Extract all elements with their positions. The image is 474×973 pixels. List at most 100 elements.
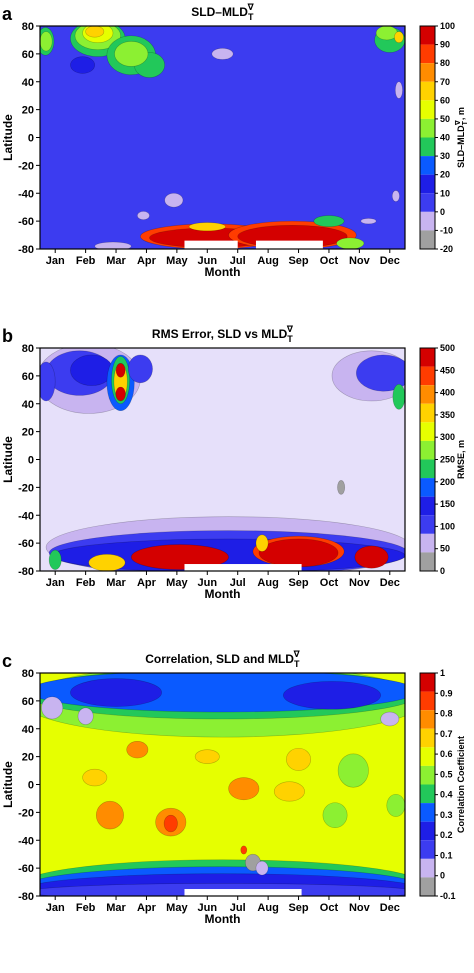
contour-region [77, 707, 94, 725]
x-tick-label: Jun [198, 902, 218, 914]
y-tick-label: -60 [18, 538, 34, 550]
y-tick-label: 0 [28, 455, 34, 467]
y-tick-label: 80 [22, 343, 34, 355]
chart-title: SLD–MLDT∇ [191, 2, 254, 22]
y-tick-label: 20 [22, 752, 34, 764]
panel-label: c [2, 651, 12, 671]
x-tick-label: Jul [230, 255, 246, 267]
x-tick-label: Feb [76, 902, 96, 914]
x-tick-label: Mar [106, 577, 126, 589]
contour-region [392, 383, 405, 410]
contour-region [70, 56, 96, 74]
contour-region [114, 41, 149, 67]
colorbar-frame [419, 672, 436, 897]
contour-region [258, 538, 339, 568]
colorbar-swatch [420, 496, 435, 516]
contour-region [95, 800, 124, 830]
colorbar-swatch [420, 385, 435, 404]
contour-region [360, 218, 377, 225]
contour-region [70, 678, 162, 707]
x-tick-label: Nov [349, 902, 371, 914]
contour-region [115, 363, 126, 378]
y-tick-label: -60 [18, 216, 34, 228]
x-tick-label: Apr [137, 902, 157, 914]
colorbar-tick-label: 30 [440, 151, 450, 161]
x-tick-label: Nov [349, 577, 371, 589]
colorbar-swatch [420, 478, 435, 497]
contour-region [391, 190, 400, 202]
x-tick-label: Sep [288, 255, 308, 267]
colorbar-tick-label: 0.3 [440, 810, 453, 820]
x-tick-label: Jul [230, 902, 246, 914]
colorbar-tick-label: 50 [440, 544, 450, 554]
colorbar-swatch [420, 747, 435, 766]
colorbar-swatch [420, 174, 435, 194]
y-tick-label: 40 [22, 399, 34, 411]
chart-title: Correlation, SLD and MLDT∇ [145, 649, 300, 669]
colorbar-tick-label: 90 [440, 40, 450, 50]
colorbar-swatch [420, 26, 435, 45]
colorbar-tick-label: 0 [440, 207, 445, 217]
x-tick-label: Jan [46, 577, 65, 589]
colorbar-swatch [420, 81, 435, 101]
contour-region [126, 740, 149, 759]
colorbar-tick-label: 60 [440, 95, 450, 105]
contour-region [70, 354, 114, 386]
x-tick-label: Sep [288, 902, 308, 914]
x-tick-label: Mar [106, 255, 126, 267]
x-tick-label: Feb [76, 577, 96, 589]
colorbar-swatch [420, 137, 435, 157]
contour-region [313, 215, 345, 228]
y-tick-label: 40 [22, 77, 34, 89]
contour-region [228, 777, 260, 801]
x-axis-label: Month [205, 587, 241, 601]
x-tick-label: Dec [380, 255, 400, 267]
x-axis-label: Month [205, 912, 241, 926]
x-tick-label: Aug [257, 255, 278, 267]
colorbar-swatch [420, 63, 435, 82]
colorbar-swatch [420, 710, 435, 729]
colorbar-tick-label: 100 [440, 521, 455, 531]
y-tick-label: 80 [22, 21, 34, 33]
colorbar-tick-label: 300 [440, 432, 455, 442]
contour-region [354, 545, 389, 569]
y-tick-label: 0 [28, 133, 34, 145]
colorbar-swatch [420, 230, 435, 249]
y-tick-label: 20 [22, 105, 34, 117]
contour-region [115, 386, 126, 402]
contour-region [240, 845, 248, 855]
y-tick-label: -80 [18, 244, 34, 256]
colorbar-tick-label: 0.1 [440, 850, 453, 860]
colorbar-swatch [420, 193, 435, 212]
colorbar-tick-label: 40 [440, 133, 450, 143]
colorbar-label: RMSE, m [456, 440, 466, 479]
contour-region [286, 747, 312, 771]
y-axis-label: Latitude [1, 114, 15, 161]
contour-region [380, 711, 400, 727]
colorbar-tick-label: 0 [440, 566, 445, 576]
contour-region [394, 31, 404, 44]
colorbar-tick-label: -10 [440, 225, 453, 235]
contour-region [127, 354, 153, 384]
contour-region [137, 211, 150, 221]
contour-region [336, 237, 365, 249]
x-tick-label: Sep [288, 577, 308, 589]
contour-region [283, 681, 381, 710]
y-tick-label: -20 [18, 160, 34, 172]
contour-region [130, 544, 229, 570]
colorbar-tick-label: 0.5 [440, 769, 453, 779]
colorbar-swatch [420, 765, 435, 785]
x-tick-label: Apr [137, 255, 157, 267]
x-tick-label: Dec [380, 577, 400, 589]
y-tick-label: -80 [18, 891, 34, 903]
colorbar-tick-label: 400 [440, 388, 455, 398]
x-tick-label: Jul [230, 577, 246, 589]
x-tick-label: May [166, 255, 188, 267]
colorbar-tick-label: 10 [440, 188, 450, 198]
colorbar-tick-label: 200 [440, 477, 455, 487]
colorbar-tick-label: 20 [440, 170, 450, 180]
no-data-mask [184, 564, 302, 571]
x-tick-label: Feb [76, 255, 96, 267]
field-background [40, 26, 405, 249]
